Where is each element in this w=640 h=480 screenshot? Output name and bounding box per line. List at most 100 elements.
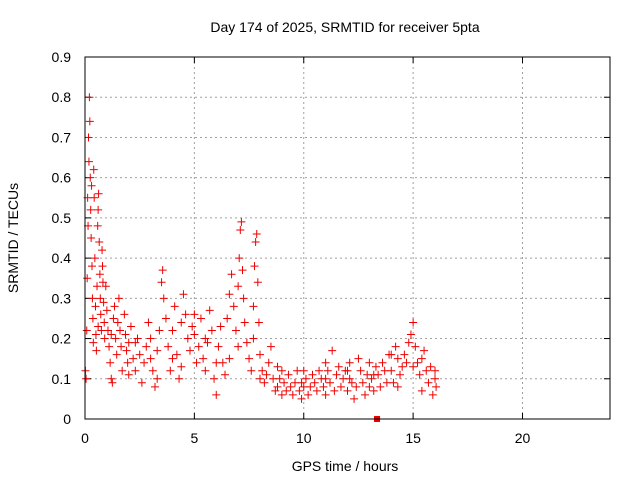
data-point [85, 117, 94, 126]
data-point [400, 350, 409, 359]
x-tick-label: 0 [81, 430, 89, 446]
data-point [135, 350, 144, 359]
data-point [347, 378, 356, 387]
data-point [229, 302, 238, 311]
data-point [250, 262, 259, 271]
data-point [306, 382, 315, 391]
data-point [361, 390, 369, 399]
data-point [389, 378, 398, 387]
data-point [114, 294, 123, 303]
data-point [94, 205, 103, 214]
data-point [252, 229, 261, 238]
data-point [326, 378, 334, 387]
data-point [85, 93, 94, 102]
data-point [352, 382, 361, 391]
data-point [245, 354, 254, 363]
data-point [312, 386, 321, 395]
data-point [321, 358, 330, 367]
data-point [398, 362, 407, 371]
data-point [170, 302, 179, 311]
data-point [122, 346, 131, 355]
data-point [271, 386, 280, 395]
data-point [89, 338, 98, 347]
data-point [417, 354, 426, 363]
data-point [98, 246, 107, 255]
data-point [409, 362, 418, 371]
data-point [194, 342, 203, 351]
data-point [350, 394, 359, 403]
data-point [126, 322, 135, 331]
data-point [93, 282, 102, 291]
data-point [168, 354, 177, 363]
data-point [239, 294, 248, 303]
data-point [249, 334, 258, 343]
data-point [124, 370, 133, 379]
data-point [234, 282, 243, 291]
data-point [426, 362, 435, 371]
data-point [330, 386, 339, 395]
x-tick-label: 10 [296, 430, 312, 446]
data-point [387, 350, 396, 359]
data-point [113, 318, 122, 327]
data-point [98, 262, 107, 271]
data-point [240, 318, 249, 327]
x-axis-label: GPS time / hours [292, 458, 399, 474]
data-points [81, 93, 441, 422]
y-tick-label: 0.5 [52, 210, 72, 226]
data-point [376, 382, 385, 391]
data-point [164, 342, 173, 351]
chart-title: Day 174 of 2025, SRMTID for receiver 5pt… [210, 19, 479, 35]
data-point [100, 334, 109, 343]
data-point [253, 278, 262, 287]
data-point [148, 366, 157, 375]
data-point [273, 362, 282, 371]
data-point [262, 370, 271, 379]
data-point [107, 374, 116, 383]
data-point [280, 378, 289, 387]
data-point [168, 326, 177, 335]
data-point [140, 358, 149, 367]
data-point [95, 238, 104, 247]
x-tick-label: 5 [190, 430, 198, 446]
data-point [151, 382, 159, 391]
data-point [212, 358, 221, 367]
data-point [110, 302, 119, 311]
data-point [91, 302, 100, 311]
data-point [321, 374, 330, 383]
data-point [142, 342, 151, 351]
data-point [186, 346, 194, 355]
data-point [131, 366, 140, 375]
data-point [203, 338, 212, 347]
data-point [133, 334, 142, 343]
data-point [212, 390, 221, 399]
y-tick-label: 0.6 [52, 170, 72, 186]
data-point [393, 354, 402, 363]
data-point [424, 378, 433, 387]
data-point [216, 322, 225, 331]
plot-frame [84, 56, 611, 420]
data-point [101, 282, 110, 291]
data-point [369, 370, 378, 379]
data-point [391, 342, 400, 351]
data-point [225, 290, 234, 299]
y-tick-label: 0.2 [52, 331, 72, 347]
data-point [153, 374, 162, 383]
data-point [282, 386, 291, 395]
data-point [196, 314, 205, 323]
data-point [83, 274, 92, 283]
data-point [93, 221, 102, 230]
data-point [417, 386, 426, 395]
data-point [177, 318, 186, 327]
data-point [343, 386, 352, 395]
data-point [86, 173, 95, 182]
y-tick-label: 0.3 [52, 290, 72, 306]
data-point [179, 290, 188, 299]
data-point [310, 378, 319, 387]
data-point [288, 390, 297, 399]
data-point [277, 390, 286, 399]
y-tick-label: 0.9 [52, 49, 72, 65]
data-point [422, 366, 431, 375]
data-point [96, 294, 105, 303]
y-tick-label: 0 [63, 411, 71, 427]
